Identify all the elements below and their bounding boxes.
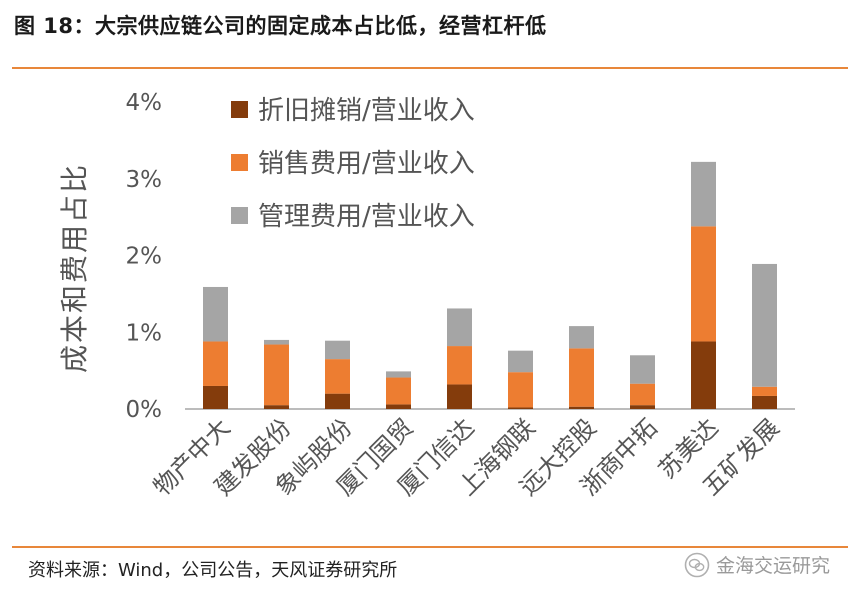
bar-segment [691,226,716,342]
bar-segment [264,339,289,345]
y-tick-label: 3% [126,167,163,193]
bar-segment [325,393,350,409]
bar-segment [630,405,655,409]
bar-segment [630,355,655,384]
bar-segment [447,346,472,385]
bar-segment [386,404,411,409]
bottom-divider [12,546,848,548]
bar-segment [691,161,716,227]
wechat-logo-icon [684,552,710,577]
bar-segment [447,308,472,347]
y-tick-label: 1% [126,320,163,346]
legend-swatch [231,101,248,118]
watermark-text: 金海交运研究 [715,555,830,577]
bars-group [203,161,777,409]
bar-segment [447,384,472,409]
bar-segment [752,386,777,396]
bar-segment [203,286,228,342]
bar-segment [325,359,350,394]
bar-segment [264,405,289,409]
top-divider [12,67,848,69]
y-tick-label: 0% [126,397,163,423]
bar-segment [386,377,411,405]
bar-segment [630,383,655,406]
bar-segment [264,344,289,406]
bar-segment [569,348,594,407]
bar-segment [752,263,777,387]
bar-segment [752,395,777,409]
y-axis-title: 成本和费用占比 [58,163,91,373]
bar-segment [203,385,228,409]
bar-segment [569,326,594,349]
legend-label: 管理费用/营业收入 [258,202,475,232]
bar-segment [569,406,594,409]
bar-segment [508,372,533,408]
stacked-bar-chart: 0%1%2%3%4%成本和费用占比物产中大建发股份象屿股份厦门国贸厦门信达上海钢… [58,90,795,501]
legend-swatch [231,207,248,224]
y-tick-label: 2% [126,244,163,270]
legend-label: 销售费用/营业收入 [258,149,475,179]
bar-segment [325,340,350,360]
bar-segment [203,341,228,386]
chart-title: 图 18：大宗供应链公司的固定成本占比低，经营杠杆低 [14,14,547,38]
watermark: 金海交运研究 [684,551,830,578]
source-note: 资料来源：Wind，公司公告，天风证券研究所 [28,560,398,581]
legend-swatch [231,154,248,171]
bar-segment [508,407,533,409]
bar-segment [386,371,411,378]
y-tick-label: 4% [126,90,163,116]
bar-segment [691,341,716,409]
legend-label: 折旧摊销/营业收入 [258,96,475,126]
bar-segment [508,350,533,373]
